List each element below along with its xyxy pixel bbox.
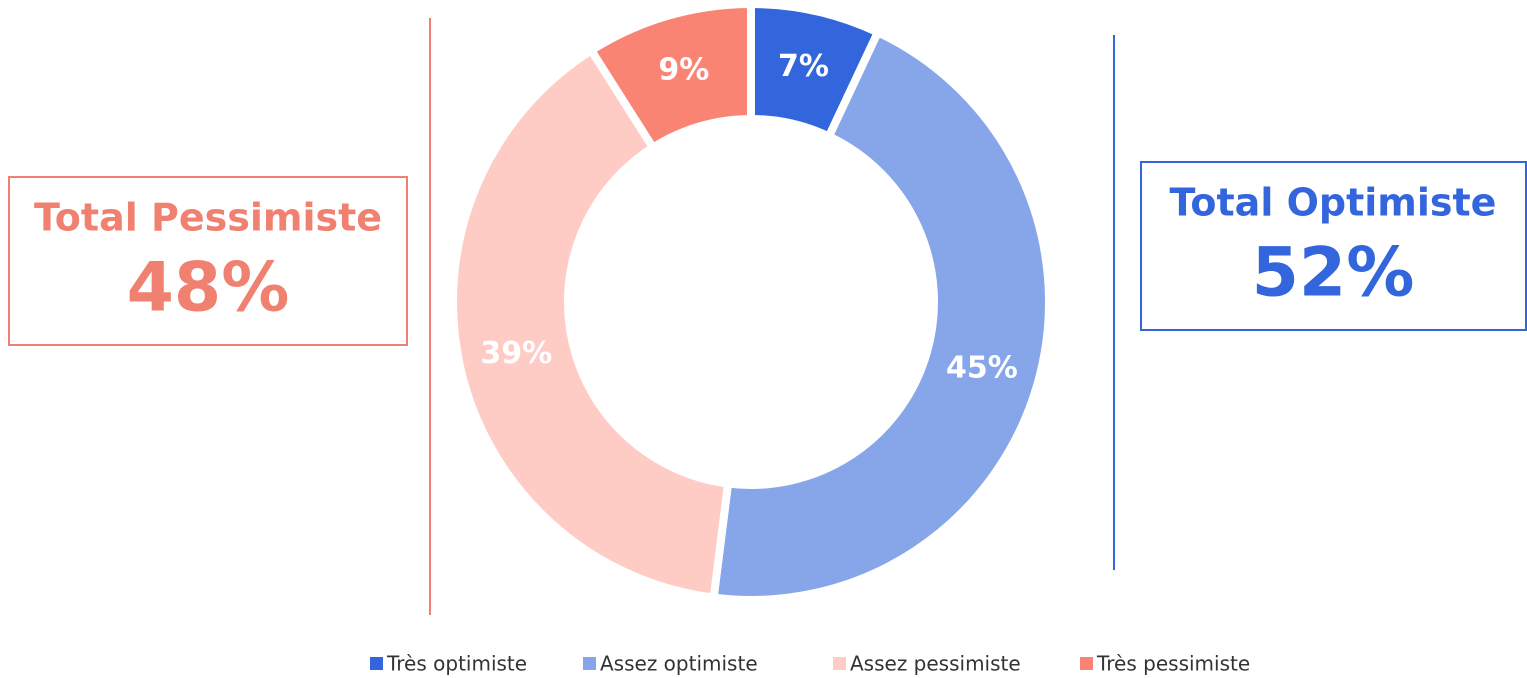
slice bbox=[709, 27, 1053, 604]
legend-label: Très optimiste bbox=[386, 652, 527, 676]
legend-swatch bbox=[583, 657, 596, 670]
legend-swatch bbox=[833, 657, 846, 670]
annotation-box bbox=[1140, 161, 1527, 331]
legend-swatch bbox=[1080, 657, 1093, 670]
data-label: 7% bbox=[778, 49, 829, 84]
annotation-value: 48% bbox=[127, 249, 290, 328]
annotation-title: Total Pessimiste bbox=[34, 196, 382, 240]
legend-label: Assez pessimiste bbox=[850, 652, 1021, 676]
slice bbox=[449, 44, 733, 603]
annotation-title: Total Optimiste bbox=[1170, 181, 1497, 225]
legend-label: Très pessimiste bbox=[1096, 652, 1250, 676]
data-label: 39% bbox=[480, 336, 552, 371]
annotation-box bbox=[8, 176, 408, 346]
legend-label: Assez optimiste bbox=[600, 652, 758, 676]
donut bbox=[449, 0, 1053, 604]
data-label: 9% bbox=[658, 53, 709, 88]
legend-swatch bbox=[370, 657, 383, 670]
annotation-value: 52% bbox=[1252, 234, 1415, 313]
slice bbox=[585, 0, 755, 154]
data-label: 45% bbox=[946, 351, 1018, 386]
